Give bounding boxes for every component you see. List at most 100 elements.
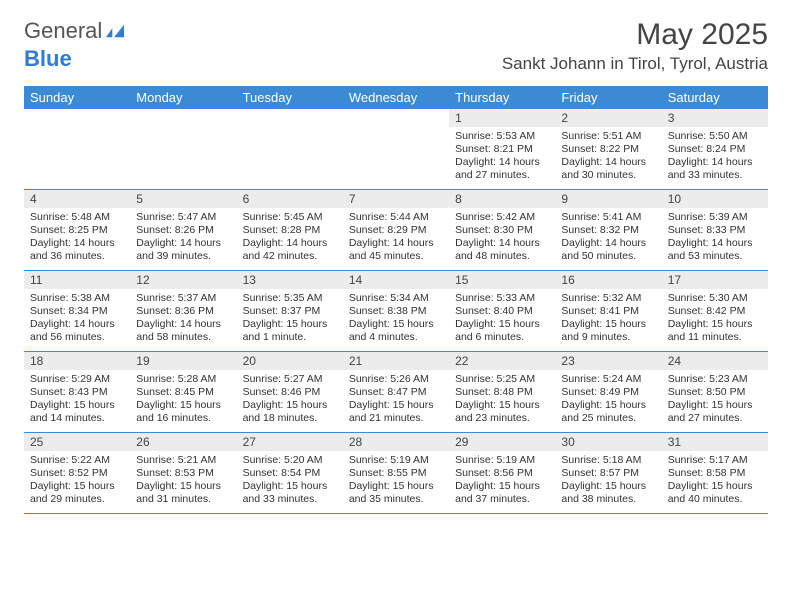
sunset-text: Sunset: 8:58 PM — [668, 467, 762, 480]
sunset-text: Sunset: 8:48 PM — [455, 386, 549, 399]
calendar-cell — [24, 109, 130, 190]
calendar-cell: 27Sunrise: 5:20 AMSunset: 8:54 PMDayligh… — [237, 433, 343, 514]
day-number — [130, 109, 236, 127]
sunrise-text: Sunrise: 5:24 AM — [561, 373, 655, 386]
daylight-text: Daylight: 15 hours and 6 minutes. — [455, 318, 549, 344]
daylight-text: Daylight: 14 hours and 58 minutes. — [136, 318, 230, 344]
sunrise-text: Sunrise: 5:35 AM — [243, 292, 337, 305]
calendar-cell: 29Sunrise: 5:19 AMSunset: 8:56 PMDayligh… — [449, 433, 555, 514]
sunrise-text: Sunrise: 5:27 AM — [243, 373, 337, 386]
calendar-cell: 12Sunrise: 5:37 AMSunset: 8:36 PMDayligh… — [130, 271, 236, 352]
day-number — [24, 109, 130, 127]
calendar-week-row: 18Sunrise: 5:29 AMSunset: 8:43 PMDayligh… — [24, 352, 768, 433]
day-number: 10 — [662, 190, 768, 208]
day-number: 23 — [555, 352, 661, 370]
daylight-text: Daylight: 15 hours and 16 minutes. — [136, 399, 230, 425]
location-subtitle: Sankt Johann in Tirol, Tyrol, Austria — [502, 54, 768, 74]
daylight-text: Daylight: 15 hours and 9 minutes. — [561, 318, 655, 344]
sunrise-text: Sunrise: 5:33 AM — [455, 292, 549, 305]
day-details: Sunrise: 5:48 AMSunset: 8:25 PMDaylight:… — [24, 208, 130, 270]
day-number: 31 — [662, 433, 768, 451]
calendar-cell: 6Sunrise: 5:45 AMSunset: 8:28 PMDaylight… — [237, 190, 343, 271]
day-number: 16 — [555, 271, 661, 289]
day-details: Sunrise: 5:23 AMSunset: 8:50 PMDaylight:… — [662, 370, 768, 432]
daylight-text: Daylight: 15 hours and 27 minutes. — [668, 399, 762, 425]
sunrise-text: Sunrise: 5:34 AM — [349, 292, 443, 305]
day-details: Sunrise: 5:32 AMSunset: 8:41 PMDaylight:… — [555, 289, 661, 351]
daylight-text: Daylight: 15 hours and 21 minutes. — [349, 399, 443, 425]
day-details: Sunrise: 5:33 AMSunset: 8:40 PMDaylight:… — [449, 289, 555, 351]
daylight-text: Daylight: 14 hours and 48 minutes. — [455, 237, 549, 263]
day-details: Sunrise: 5:50 AMSunset: 8:24 PMDaylight:… — [662, 127, 768, 189]
daylight-text: Daylight: 15 hours and 14 minutes. — [30, 399, 124, 425]
calendar-cell: 14Sunrise: 5:34 AMSunset: 8:38 PMDayligh… — [343, 271, 449, 352]
daylight-text: Daylight: 15 hours and 25 minutes. — [561, 399, 655, 425]
sunset-text: Sunset: 8:26 PM — [136, 224, 230, 237]
sunrise-text: Sunrise: 5:51 AM — [561, 130, 655, 143]
sunrise-text: Sunrise: 5:23 AM — [668, 373, 762, 386]
sunset-text: Sunset: 8:24 PM — [668, 143, 762, 156]
calendar-cell: 5Sunrise: 5:47 AMSunset: 8:26 PMDaylight… — [130, 190, 236, 271]
day-number: 7 — [343, 190, 449, 208]
calendar-cell: 15Sunrise: 5:33 AMSunset: 8:40 PMDayligh… — [449, 271, 555, 352]
sunrise-text: Sunrise: 5:22 AM — [30, 454, 124, 467]
sunrise-text: Sunrise: 5:25 AM — [455, 373, 549, 386]
calendar-cell: 1Sunrise: 5:53 AMSunset: 8:21 PMDaylight… — [449, 109, 555, 190]
dow-sunday: Sunday — [24, 86, 130, 109]
daylight-text: Daylight: 15 hours and 31 minutes. — [136, 480, 230, 506]
calendar-cell: 9Sunrise: 5:41 AMSunset: 8:32 PMDaylight… — [555, 190, 661, 271]
sunset-text: Sunset: 8:42 PM — [668, 305, 762, 318]
sunset-text: Sunset: 8:40 PM — [455, 305, 549, 318]
day-number: 4 — [24, 190, 130, 208]
title-block: May 2025 Sankt Johann in Tirol, Tyrol, A… — [502, 18, 768, 74]
day-number: 5 — [130, 190, 236, 208]
daylight-text: Daylight: 14 hours and 30 minutes. — [561, 156, 655, 182]
day-number: 27 — [237, 433, 343, 451]
sunrise-text: Sunrise: 5:37 AM — [136, 292, 230, 305]
sunset-text: Sunset: 8:30 PM — [455, 224, 549, 237]
daylight-text: Daylight: 14 hours and 36 minutes. — [30, 237, 124, 263]
sunset-text: Sunset: 8:21 PM — [455, 143, 549, 156]
day-details: Sunrise: 5:37 AMSunset: 8:36 PMDaylight:… — [130, 289, 236, 351]
brand-text-2: Blue — [24, 46, 72, 71]
day-details: Sunrise: 5:24 AMSunset: 8:49 PMDaylight:… — [555, 370, 661, 432]
day-number: 15 — [449, 271, 555, 289]
day-details: Sunrise: 5:41 AMSunset: 8:32 PMDaylight:… — [555, 208, 661, 270]
sunrise-text: Sunrise: 5:39 AM — [668, 211, 762, 224]
day-number: 22 — [449, 352, 555, 370]
day-number: 6 — [237, 190, 343, 208]
sunset-text: Sunset: 8:33 PM — [668, 224, 762, 237]
day-number: 11 — [24, 271, 130, 289]
day-number: 13 — [237, 271, 343, 289]
daylight-text: Daylight: 15 hours and 1 minute. — [243, 318, 337, 344]
calendar-week-row: 4Sunrise: 5:48 AMSunset: 8:25 PMDaylight… — [24, 190, 768, 271]
sunset-text: Sunset: 8:36 PM — [136, 305, 230, 318]
sunset-text: Sunset: 8:50 PM — [668, 386, 762, 399]
sunrise-text: Sunrise: 5:18 AM — [561, 454, 655, 467]
day-number: 24 — [662, 352, 768, 370]
calendar-cell: 26Sunrise: 5:21 AMSunset: 8:53 PMDayligh… — [130, 433, 236, 514]
sunrise-text: Sunrise: 5:47 AM — [136, 211, 230, 224]
sunset-text: Sunset: 8:43 PM — [30, 386, 124, 399]
calendar-cell: 28Sunrise: 5:19 AMSunset: 8:55 PMDayligh… — [343, 433, 449, 514]
day-details: Sunrise: 5:17 AMSunset: 8:58 PMDaylight:… — [662, 451, 768, 513]
sunset-text: Sunset: 8:57 PM — [561, 467, 655, 480]
day-details — [343, 127, 449, 189]
daylight-text: Daylight: 15 hours and 18 minutes. — [243, 399, 337, 425]
sunrise-text: Sunrise: 5:29 AM — [30, 373, 124, 386]
sunset-text: Sunset: 8:49 PM — [561, 386, 655, 399]
daylight-text: Daylight: 15 hours and 11 minutes. — [668, 318, 762, 344]
sunrise-text: Sunrise: 5:20 AM — [243, 454, 337, 467]
sunset-text: Sunset: 8:41 PM — [561, 305, 655, 318]
day-number: 12 — [130, 271, 236, 289]
day-number: 19 — [130, 352, 236, 370]
day-details: Sunrise: 5:47 AMSunset: 8:26 PMDaylight:… — [130, 208, 236, 270]
sunset-text: Sunset: 8:22 PM — [561, 143, 655, 156]
day-number: 2 — [555, 109, 661, 127]
calendar-cell: 2 Sunrise: 5:51 AMSunset: 8:22 PMDaylight… — [555, 109, 661, 190]
calendar-cell: 13Sunrise: 5:35 AMSunset: 8:37 PMDayligh… — [237, 271, 343, 352]
daylight-text: Daylight: 14 hours and 42 minutes. — [243, 237, 337, 263]
day-number: 17 — [662, 271, 768, 289]
calendar-cell: 22Sunrise: 5:25 AMSunset: 8:48 PMDayligh… — [449, 352, 555, 433]
sunrise-text: Sunrise: 5:53 AM — [455, 130, 549, 143]
